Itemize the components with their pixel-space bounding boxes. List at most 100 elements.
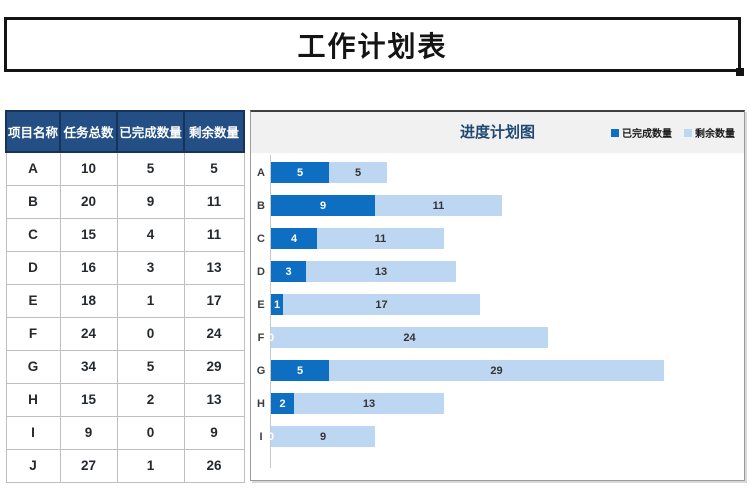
table-header-cell[interactable]: 项目名称 xyxy=(5,110,61,153)
bar-segment-completed: 9 xyxy=(271,195,375,216)
bar-stack: 5 29 xyxy=(271,360,664,381)
chart-legend: 已完成数量 剩余数量 xyxy=(611,125,735,140)
chart-row: F 24 0 xyxy=(251,321,744,354)
bar-stack: 1 17 xyxy=(271,294,480,315)
category-label: A xyxy=(257,166,265,179)
category-label: F xyxy=(257,331,265,344)
table-cell[interactable]: H xyxy=(5,382,61,417)
table-cell[interactable]: 9 xyxy=(116,184,185,219)
table-cell[interactable]: 9 xyxy=(59,415,118,450)
bar-segment-completed: 1 xyxy=(271,294,283,315)
selection-handle xyxy=(736,68,744,76)
table-row: D 16 3 13 xyxy=(5,250,245,285)
table-row: F 24 0 24 xyxy=(5,316,245,351)
chart-row: B 9 11 xyxy=(251,189,744,222)
table-cell[interactable]: E xyxy=(5,283,61,318)
bar-stack: 24 0 xyxy=(267,327,548,348)
chart-row: G 5 29 xyxy=(251,354,744,387)
category-label: D xyxy=(257,265,265,278)
table-cell[interactable]: 29 xyxy=(183,349,245,384)
bar-segment-completed: 5 xyxy=(271,162,329,183)
table-header-row: 项目名称 任务总数 已完成数量 剩余数量 xyxy=(5,110,245,153)
category-label: G xyxy=(256,364,266,377)
table-cell[interactable]: 15 xyxy=(59,382,118,417)
table-cell[interactable]: 11 xyxy=(183,184,245,219)
table-cell[interactable]: 9 xyxy=(183,415,245,450)
table-cell[interactable]: 34 xyxy=(59,349,118,384)
legend-item: 已完成数量 xyxy=(611,125,672,140)
table-cell[interactable]: G xyxy=(5,349,61,384)
work-plan-table: 项目名称 任务总数 已完成数量 剩余数量 A 10 5 5 B 20 9 11 C 15 4 11 D 16 3 1… xyxy=(5,110,245,483)
table-cell[interactable]: 1 xyxy=(116,448,185,483)
table-row: A 10 5 5 xyxy=(5,151,245,186)
category-label: B xyxy=(257,199,265,212)
progress-chart-panel[interactable]: 进度计划图 已完成数量 剩余数量 A 5 5 B 9 11 C 4 11 D 3 13 E 1 17 F 24 0 G… xyxy=(250,110,745,481)
legend-item: 剩余数量 xyxy=(684,125,735,140)
table-cell[interactable]: B xyxy=(5,184,61,219)
page-title: 工作计划表 xyxy=(297,30,448,62)
table-cell[interactable]: 26 xyxy=(183,448,245,483)
bar-segment-remaining: 11 xyxy=(375,195,502,216)
table-cell[interactable]: 13 xyxy=(183,250,245,285)
table-cell[interactable]: 17 xyxy=(183,283,245,318)
zero-data-label: 0 xyxy=(267,331,275,344)
bar-segment-remaining: 29 xyxy=(329,360,664,381)
table-cell[interactable]: F xyxy=(5,316,61,351)
table-cell[interactable]: 2 xyxy=(116,382,185,417)
table-cell[interactable]: D xyxy=(5,250,61,285)
table-cell[interactable]: 13 xyxy=(183,382,245,417)
table-row: H 15 2 13 xyxy=(5,382,245,417)
table-cell[interactable]: 16 xyxy=(59,250,118,285)
chart-plot-area: A 5 5 B 9 11 C 4 11 D 3 13 E 1 17 F 24 0 G 5 29 H 2 13 I 9 0 xyxy=(251,153,744,483)
table-cell[interactable]: I xyxy=(5,415,61,450)
table-cell[interactable]: 1 xyxy=(116,283,185,318)
legend-label: 已完成数量 xyxy=(622,129,672,140)
table-header-cell[interactable]: 任务总数 xyxy=(59,110,118,153)
bar-stack: 2 13 xyxy=(271,393,444,414)
category-label: H xyxy=(257,397,265,410)
table-cell[interactable]: 0 xyxy=(116,316,185,351)
table-row: G 34 5 29 xyxy=(5,349,245,384)
bar-segment-remaining: 13 xyxy=(306,261,456,282)
page-title-box: 工作计划表 xyxy=(4,17,741,72)
legend-label: 剩余数量 xyxy=(695,129,735,140)
table-cell[interactable]: 10 xyxy=(59,151,118,186)
table-header-cell[interactable]: 剩余数量 xyxy=(183,110,245,153)
table-row: B 20 9 11 xyxy=(5,184,245,219)
bar-segment-remaining: 11 xyxy=(317,228,444,249)
bar-segment-remaining: 5 xyxy=(329,162,387,183)
table-cell[interactable]: 5 xyxy=(116,151,185,186)
chart-row: C 4 11 xyxy=(251,222,744,255)
table-cell[interactable]: 20 xyxy=(59,184,118,219)
table-cell[interactable]: J xyxy=(5,448,61,483)
table-cell[interactable]: 15 xyxy=(59,217,118,252)
table-cell[interactable]: 3 xyxy=(116,250,185,285)
table-cell[interactable]: A xyxy=(5,151,61,186)
table-cell[interactable]: C xyxy=(5,217,61,252)
table-header-cell[interactable]: 已完成数量 xyxy=(116,110,185,153)
bar-segment-remaining: 17 xyxy=(283,294,480,315)
table-cell[interactable]: 11 xyxy=(183,217,245,252)
bar-segment-completed: 3 xyxy=(271,261,306,282)
table-cell[interactable]: 18 xyxy=(59,283,118,318)
chart-header: 进度计划图 已完成数量 剩余数量 xyxy=(251,112,744,153)
table-cell[interactable]: 5 xyxy=(183,151,245,186)
bar-segment-completed: 4 xyxy=(271,228,317,249)
table-cell[interactable]: 24 xyxy=(59,316,118,351)
table-cell[interactable]: 24 xyxy=(183,316,245,351)
table-cell[interactable]: 0 xyxy=(116,415,185,450)
table-cell[interactable]: 5 xyxy=(116,349,185,384)
y-axis-line xyxy=(270,155,271,468)
bar-stack: 4 11 xyxy=(271,228,444,249)
table-row: C 15 4 11 xyxy=(5,217,245,252)
chart-title: 进度计划图 xyxy=(459,124,535,141)
table-row: E 18 1 17 xyxy=(5,283,245,318)
table-cell[interactable]: 27 xyxy=(59,448,118,483)
bar-segment-completed: 2 xyxy=(271,393,294,414)
chart-row: H 2 13 xyxy=(251,387,744,420)
table-cell[interactable]: 4 xyxy=(116,217,185,252)
bar-stack: 3 13 xyxy=(271,261,456,282)
